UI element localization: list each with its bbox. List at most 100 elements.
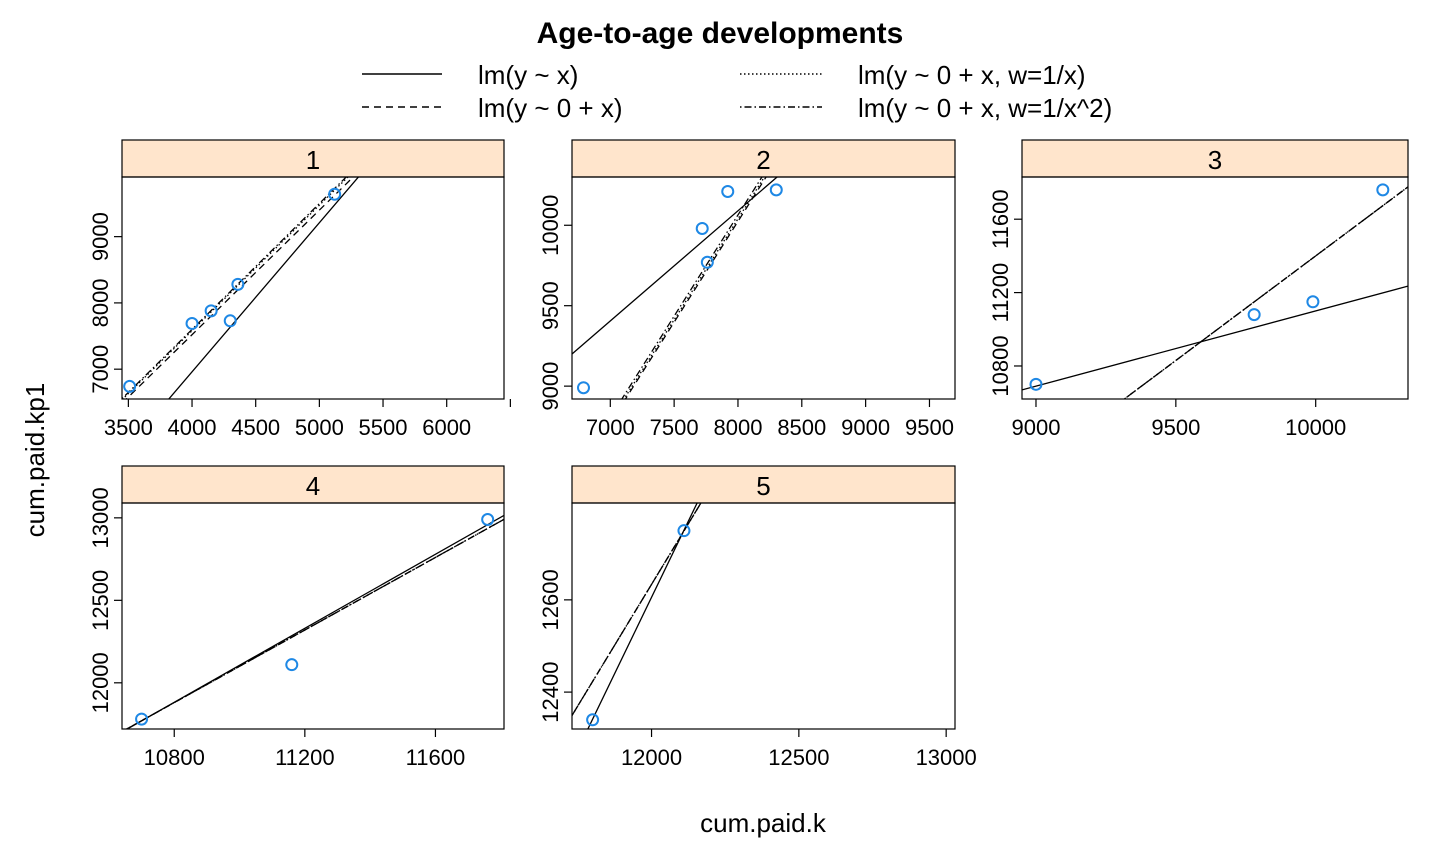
data-point xyxy=(677,524,691,538)
fit-line-ols0 xyxy=(125,177,355,399)
data-point xyxy=(576,381,590,395)
panel-plot-box xyxy=(121,176,505,400)
x-tick-label: 10000 xyxy=(1285,415,1346,440)
panel-strip-label: 4 xyxy=(306,471,320,501)
panel-5: 5 12000 12500 13000 12400 12600 xyxy=(538,465,977,770)
panel-strip xyxy=(121,465,505,504)
data-point xyxy=(769,183,783,197)
panel-1: 1 3500 4000 4500 5000 5500 6000 7000 8000 9000 xyxy=(88,139,511,440)
fit-line-w2 xyxy=(122,177,348,399)
fit-line-w2 xyxy=(125,518,504,729)
panel-3: 3 9000 9500 10000 10800 11200 11600 xyxy=(988,139,1409,440)
chart-panels: 1 3500 4000 4500 5000 5500 6000 7000 8000 9000 2 70… xyxy=(88,139,1409,770)
y-axis-label: cum.paid.kp1 xyxy=(20,383,50,538)
x-tick-label: 7000 xyxy=(586,415,635,440)
data-point xyxy=(1376,183,1390,197)
y-tick-label: 10000 xyxy=(538,195,563,256)
x-tick-label: 5500 xyxy=(359,415,408,440)
data-point xyxy=(123,379,137,393)
panel-fit-lines xyxy=(1022,186,1408,399)
data-point xyxy=(135,712,149,726)
x-axis-label: cum.paid.k xyxy=(700,808,827,838)
fit-line-lm xyxy=(167,177,360,399)
y-tick-label: 9000 xyxy=(88,212,113,261)
x-tick-label: 5000 xyxy=(295,415,344,440)
y-tick-label: 11600 xyxy=(988,189,1013,249)
panel-fit-lines xyxy=(122,177,360,399)
data-point xyxy=(1247,308,1261,322)
legend-label-lm: lm(y ~ x) xyxy=(478,60,578,90)
panel-fit-lines xyxy=(572,177,779,399)
data-point xyxy=(204,304,218,318)
x-tick-label: 9000 xyxy=(1012,415,1061,440)
x-tick-label: 8000 xyxy=(713,415,762,440)
data-point xyxy=(721,184,735,198)
panel-strip xyxy=(121,139,505,178)
data-point xyxy=(328,187,342,201)
data-point xyxy=(231,277,245,291)
panel-plot-box xyxy=(121,502,505,730)
fit-line-w1 xyxy=(122,177,349,399)
fit-line-lm xyxy=(587,503,698,729)
fit-line-w2 xyxy=(572,503,702,716)
fit-line-lm xyxy=(572,177,779,355)
x-tick-label: 4000 xyxy=(168,415,217,440)
x-tick-label: 7500 xyxy=(650,415,699,440)
data-point xyxy=(285,658,299,672)
data-point xyxy=(1029,377,1043,391)
x-tick-label: 9500 xyxy=(905,415,954,440)
panel-fit-lines xyxy=(572,503,702,729)
data-point xyxy=(1306,295,1320,309)
x-tick-label: 12500 xyxy=(768,745,829,770)
x-tick-label: 6000 xyxy=(422,415,471,440)
x-tick-label: 10800 xyxy=(144,745,205,770)
y-tick-label: 12500 xyxy=(88,570,113,631)
x-tick-label: 8500 xyxy=(777,415,826,440)
legend-label-ols0: lm(y ~ 0 + x) xyxy=(478,93,622,123)
y-tick-label: 12000 xyxy=(88,652,113,713)
panel-plot-box xyxy=(1021,176,1409,400)
y-tick-label: 9000 xyxy=(538,362,563,411)
panel-strip-label: 1 xyxy=(306,145,320,175)
y-tick-label: 7000 xyxy=(88,345,113,394)
x-tick-label: 11600 xyxy=(406,745,466,770)
x-tick-label: 11200 xyxy=(275,745,335,770)
panel-4: 4 10800 11200 11600 12000 12500 13000 xyxy=(88,465,505,770)
y-tick-label: 12400 xyxy=(538,662,563,723)
panel-plot-box xyxy=(571,176,956,400)
x-tick-label: 9000 xyxy=(841,415,890,440)
data-point xyxy=(695,221,709,235)
panel-strip xyxy=(571,139,956,178)
panel-fit-lines xyxy=(125,514,504,729)
panel-strip-label: 5 xyxy=(756,471,770,501)
chart-title: Age-to-age developments xyxy=(537,17,904,50)
data-point xyxy=(185,316,199,330)
panel-plot-box xyxy=(571,502,956,730)
y-tick-label: 9500 xyxy=(538,281,563,330)
legend-label-w1: lm(y ~ 0 + x, w=1/x) xyxy=(858,60,1086,90)
panel-strip xyxy=(571,465,956,504)
x-tick-label: 13000 xyxy=(916,745,977,770)
data-point xyxy=(700,255,714,269)
fit-line-lm xyxy=(1022,285,1408,391)
y-tick-label: 13000 xyxy=(88,487,113,548)
x-tick-label: 9500 xyxy=(1151,415,1200,440)
chart-legend: lm(y ~ x) lm(y ~ 0 + x, w=1/x) lm(y ~ 0 … xyxy=(362,60,1112,123)
panel-2: 2 7000 7500 8000 8500 9000 9500 9000 9500 10000 xyxy=(538,139,956,440)
x-tick-label: 12000 xyxy=(621,745,682,770)
legend-label-w2: lm(y ~ 0 + x, w=1/x^2) xyxy=(858,93,1112,123)
panel-strip-label: 3 xyxy=(1208,145,1222,175)
fit-line-w2 xyxy=(1123,186,1408,399)
x-tick-label: 3500 xyxy=(104,415,153,440)
y-tick-label: 11200 xyxy=(988,263,1013,323)
x-tick-label: 4500 xyxy=(231,415,280,440)
data-point xyxy=(481,512,495,526)
data-point xyxy=(223,314,237,328)
data-point xyxy=(586,713,600,727)
panel-strip-label: 2 xyxy=(756,145,770,175)
y-tick-label: 8000 xyxy=(88,278,113,327)
y-tick-label: 10800 xyxy=(988,335,1013,396)
panel-strip xyxy=(1021,139,1409,178)
y-tick-label: 12600 xyxy=(538,569,563,630)
